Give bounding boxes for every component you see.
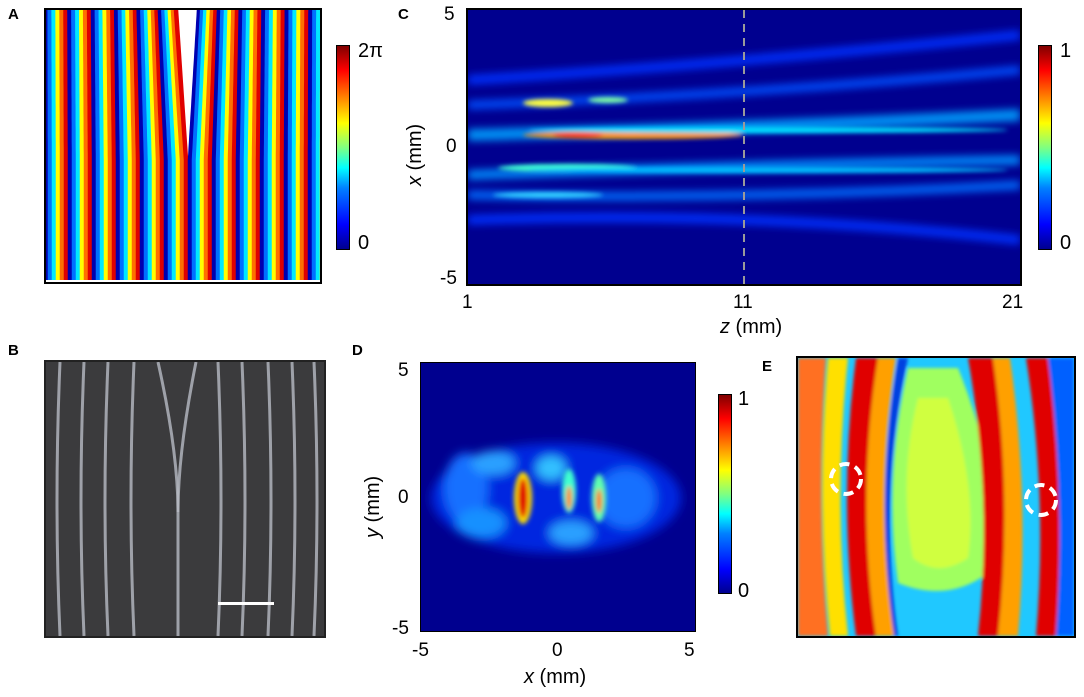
d-ytick-0: 0 xyxy=(398,487,409,508)
vortex-marker-left xyxy=(829,462,863,496)
d-xtick-5: 5 xyxy=(684,640,695,661)
c-ylabel: x (mm) xyxy=(404,123,426,186)
c-xtick-21: 21 xyxy=(1002,292,1024,313)
panel-c-colorbar xyxy=(1038,45,1052,250)
d-xlabel: x (mm) xyxy=(524,666,587,688)
panel-d-letter: D xyxy=(352,342,363,359)
c-ytick-0: 0 xyxy=(446,136,457,157)
panel-c-cbar-max: 1 xyxy=(1060,40,1072,62)
scale-bar xyxy=(218,602,274,605)
c-xtick-11: 11 xyxy=(733,292,753,313)
panel-a-cbar-max: 2π xyxy=(358,40,383,62)
panel-b-letter: B xyxy=(8,342,19,359)
panel-c-letter: C xyxy=(398,6,409,23)
c-ytick-neg5: -5 xyxy=(440,268,457,289)
d-ylabel: y (mm) xyxy=(362,475,384,538)
panel-a-colorbar xyxy=(336,45,350,250)
panel-d-colorbar xyxy=(718,394,732,594)
d-xtick-0: 0 xyxy=(552,640,563,661)
reconstructed-phase-map xyxy=(796,356,1076,638)
fork-phase-hologram xyxy=(44,8,322,284)
c-xlabel: z (mm) xyxy=(720,316,783,338)
d-ytick-5: 5 xyxy=(398,360,409,381)
panel-e-letter: E xyxy=(762,358,773,375)
panel-d-cbar-max: 1 xyxy=(738,388,750,410)
panel-a-letter: A xyxy=(8,6,19,23)
c-xtick-1: 1 xyxy=(462,292,473,313)
transverse-intensity-map xyxy=(420,362,696,632)
c-ytick-5: 5 xyxy=(444,4,455,25)
d-ytick-neg5: -5 xyxy=(392,618,409,639)
panel-d-cbar-min: 0 xyxy=(738,580,750,602)
d-xtick-neg5: -5 xyxy=(412,640,429,661)
fabricated-sample-photo xyxy=(44,360,326,638)
panel-a-cbar-min: 0 xyxy=(358,232,370,254)
propagation-intensity-map xyxy=(466,8,1022,286)
panel-c-cbar-min: 0 xyxy=(1060,232,1072,254)
vortex-marker-right xyxy=(1024,483,1058,517)
